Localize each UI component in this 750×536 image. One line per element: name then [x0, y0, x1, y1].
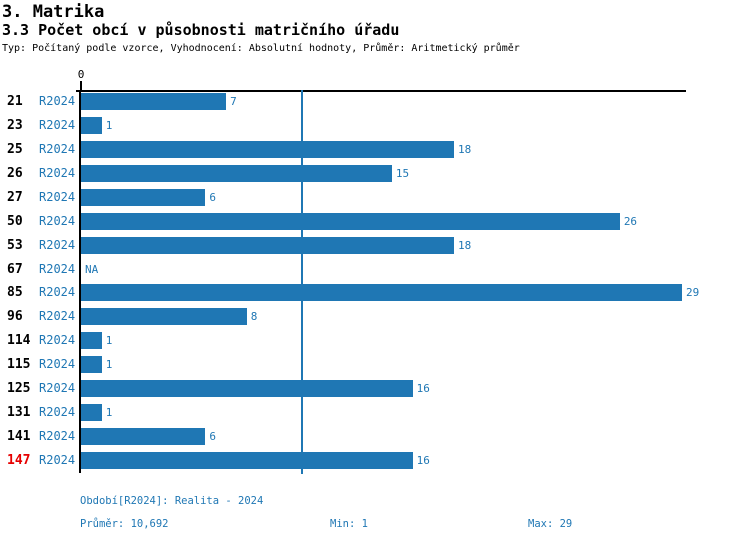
chart-row: 26 R2024 15	[0, 164, 750, 182]
category-label: 25	[7, 141, 23, 157]
series-label: R2024	[39, 117, 76, 132]
series-label: R2024	[39, 285, 76, 300]
chart-row: 131 R2024 1	[0, 404, 750, 422]
series-label: R2024	[39, 429, 76, 444]
bar	[81, 380, 413, 398]
value-label: 29	[686, 286, 700, 300]
chart-title: 3.3 Počet obcí v působnosti matričního ú…	[2, 21, 400, 39]
bar	[81, 308, 247, 326]
footer-min: Min: 1	[330, 518, 368, 530]
chart-row: 85 R2024 29	[0, 284, 750, 302]
chart-row: 23 R2024 1	[0, 116, 750, 134]
category-label: 131	[7, 405, 31, 421]
value-label: 6	[209, 430, 216, 444]
bar	[81, 428, 206, 446]
x-axis-zero-tick	[80, 81, 82, 90]
bar	[81, 284, 682, 302]
chart-row: 67 R2024 NA	[0, 261, 750, 278]
x-axis-zero-label: 0	[77, 68, 85, 81]
bar	[81, 236, 455, 254]
bar	[81, 356, 102, 374]
category-label: 114	[7, 333, 31, 349]
chart-row: 96 R2024 8	[0, 308, 750, 326]
value-label: 1	[105, 406, 113, 420]
bar	[81, 404, 102, 422]
value-label: 18	[458, 142, 472, 156]
bar	[81, 332, 102, 350]
chart-row: 53 R2024 18	[0, 236, 750, 254]
series-label: R2024	[39, 381, 76, 396]
category-label: 27	[7, 189, 23, 205]
category-label: 53	[7, 237, 23, 253]
chart-row: 115 R2024 1	[0, 356, 750, 374]
value-label: 1	[105, 358, 113, 372]
x-axis-line	[76, 90, 686, 92]
value-label: 18	[458, 238, 472, 252]
average-line	[300, 90, 303, 474]
chart-meta-line: Typ: Počítaný podle vzorce, Vyhodnocení:…	[2, 43, 520, 54]
series-label: R2024	[39, 333, 76, 348]
series-label: R2024	[39, 94, 76, 108]
chart-row: 50 R2024 26	[0, 212, 750, 230]
series-label: R2024	[39, 357, 76, 372]
value-label: 26	[623, 214, 638, 228]
bar	[81, 188, 206, 206]
chart-row: 21 R2024 7	[0, 93, 750, 110]
bar	[81, 116, 102, 134]
footer-max: Max: 29	[528, 518, 573, 530]
value-label: 1	[105, 334, 113, 348]
bar	[81, 212, 620, 230]
value-label: NA	[85, 262, 99, 276]
report-title: 3. Matrika	[2, 2, 105, 22]
footer-period: Období[R2024]: Realita - 2024	[80, 495, 264, 507]
series-label: R2024	[39, 309, 76, 324]
value-label: 8	[250, 310, 258, 324]
category-label: 23	[7, 117, 23, 133]
value-label: 16	[416, 382, 430, 396]
chart-row: 147 R2024 16	[0, 451, 750, 469]
value-label: 15	[395, 166, 410, 180]
series-label: R2024	[39, 189, 76, 204]
category-label: 141	[7, 429, 31, 445]
category-label: 85	[7, 285, 23, 301]
category-label: 96	[7, 309, 23, 325]
y-axis-line	[79, 90, 81, 473]
value-label: 6	[209, 190, 216, 204]
series-label: R2024	[39, 237, 76, 252]
chart-row: 25 R2024 18	[0, 140, 750, 158]
bar	[81, 451, 413, 469]
chart-row: 141 R2024 6	[0, 428, 750, 446]
bar	[81, 164, 392, 182]
chart-row: 27 R2024 6	[0, 188, 750, 206]
category-label: 147	[7, 452, 31, 468]
category-label: 50	[7, 213, 23, 229]
series-label: R2024	[39, 141, 76, 156]
chart-row: 125 R2024 16	[0, 380, 750, 398]
bar	[81, 140, 455, 158]
value-label: 16	[416, 453, 430, 467]
value-label: 1	[105, 118, 113, 132]
series-label: R2024	[39, 213, 76, 228]
category-label: 115	[7, 357, 31, 373]
category-label: 125	[7, 381, 31, 397]
category-label: 26	[7, 165, 23, 181]
category-label: 21	[7, 94, 23, 109]
series-label: R2024	[39, 261, 76, 276]
series-label: R2024	[39, 165, 76, 180]
value-label: 7	[230, 95, 237, 108]
series-label: R2024	[39, 405, 76, 420]
series-label: R2024	[39, 452, 76, 467]
category-label: 67	[7, 261, 23, 277]
chart-row: 114 R2024 1	[0, 332, 750, 350]
footer-average: Průměr: 10,692	[80, 518, 169, 530]
bar	[81, 93, 227, 110]
